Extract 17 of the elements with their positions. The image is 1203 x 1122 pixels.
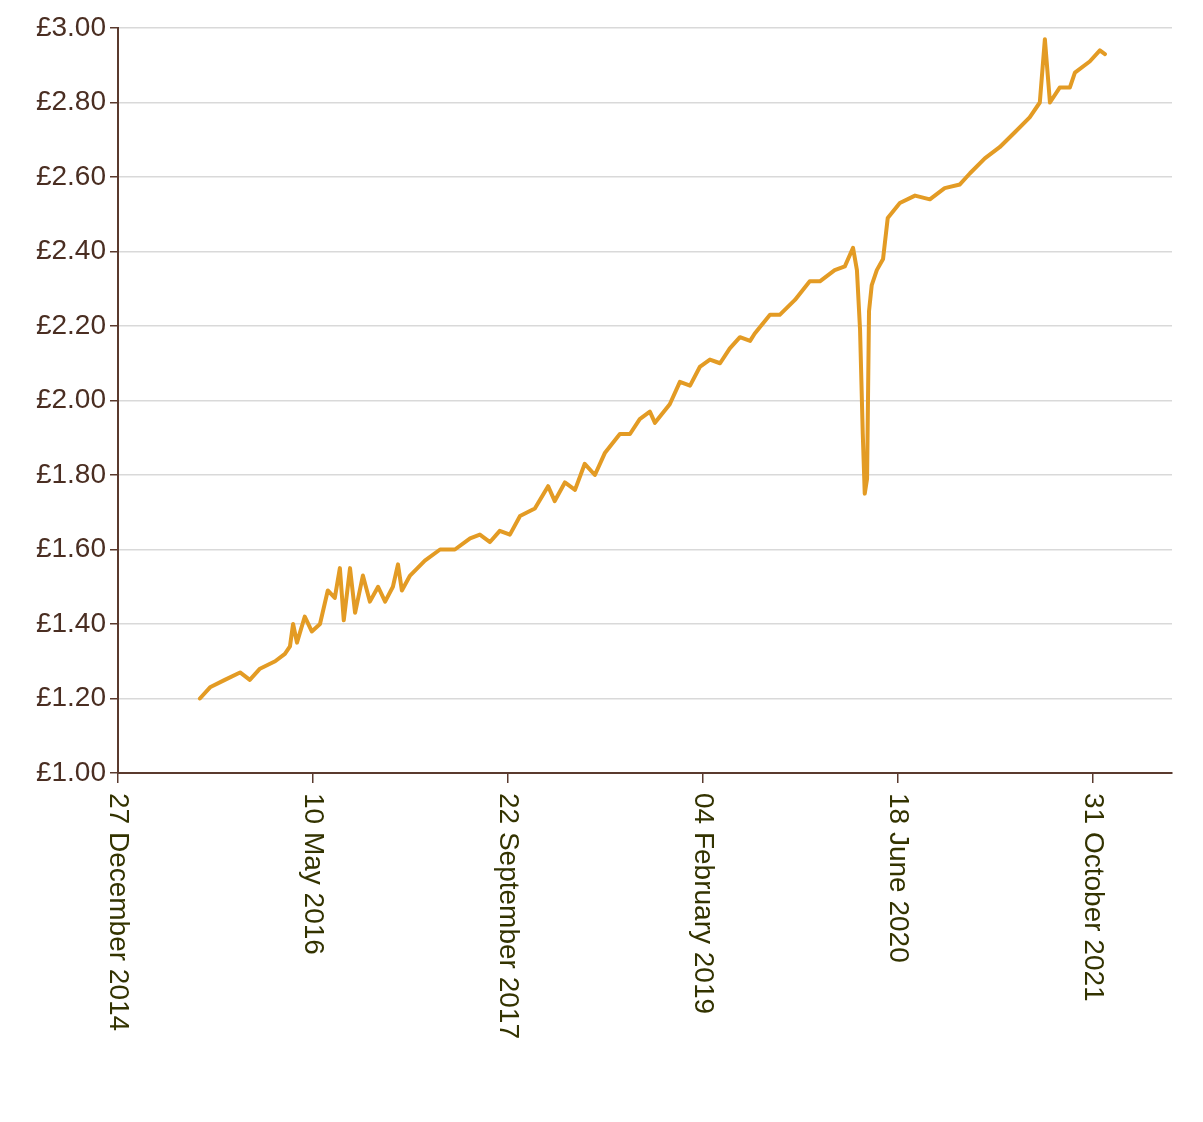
x-tick-label: 22 September 2017 bbox=[494, 793, 526, 1039]
y-tick-label: £1.40 bbox=[35, 606, 106, 638]
y-tick-label: £1.20 bbox=[35, 681, 106, 713]
x-tick-label: 10 May 2016 bbox=[299, 793, 331, 955]
y-tick-label: £2.40 bbox=[35, 234, 106, 266]
y-tick-label: £2.20 bbox=[35, 308, 106, 340]
y-tick-label: £2.00 bbox=[35, 383, 106, 415]
y-tick-label: £1.00 bbox=[35, 755, 106, 787]
y-tick-label: £2.60 bbox=[35, 159, 106, 191]
y-tick-label: £1.60 bbox=[35, 532, 106, 564]
y-tick-label: £1.80 bbox=[35, 457, 106, 489]
x-tick-label: 27 December 2014 bbox=[104, 793, 136, 1032]
x-tick-label: 18 June 2020 bbox=[884, 793, 916, 963]
x-tick-label: 31 October 2021 bbox=[1079, 793, 1111, 1002]
y-tick-label: £3.00 bbox=[35, 10, 106, 42]
y-tick-label: £2.80 bbox=[35, 85, 106, 117]
x-tick-label: 04 February 2019 bbox=[689, 793, 721, 1015]
